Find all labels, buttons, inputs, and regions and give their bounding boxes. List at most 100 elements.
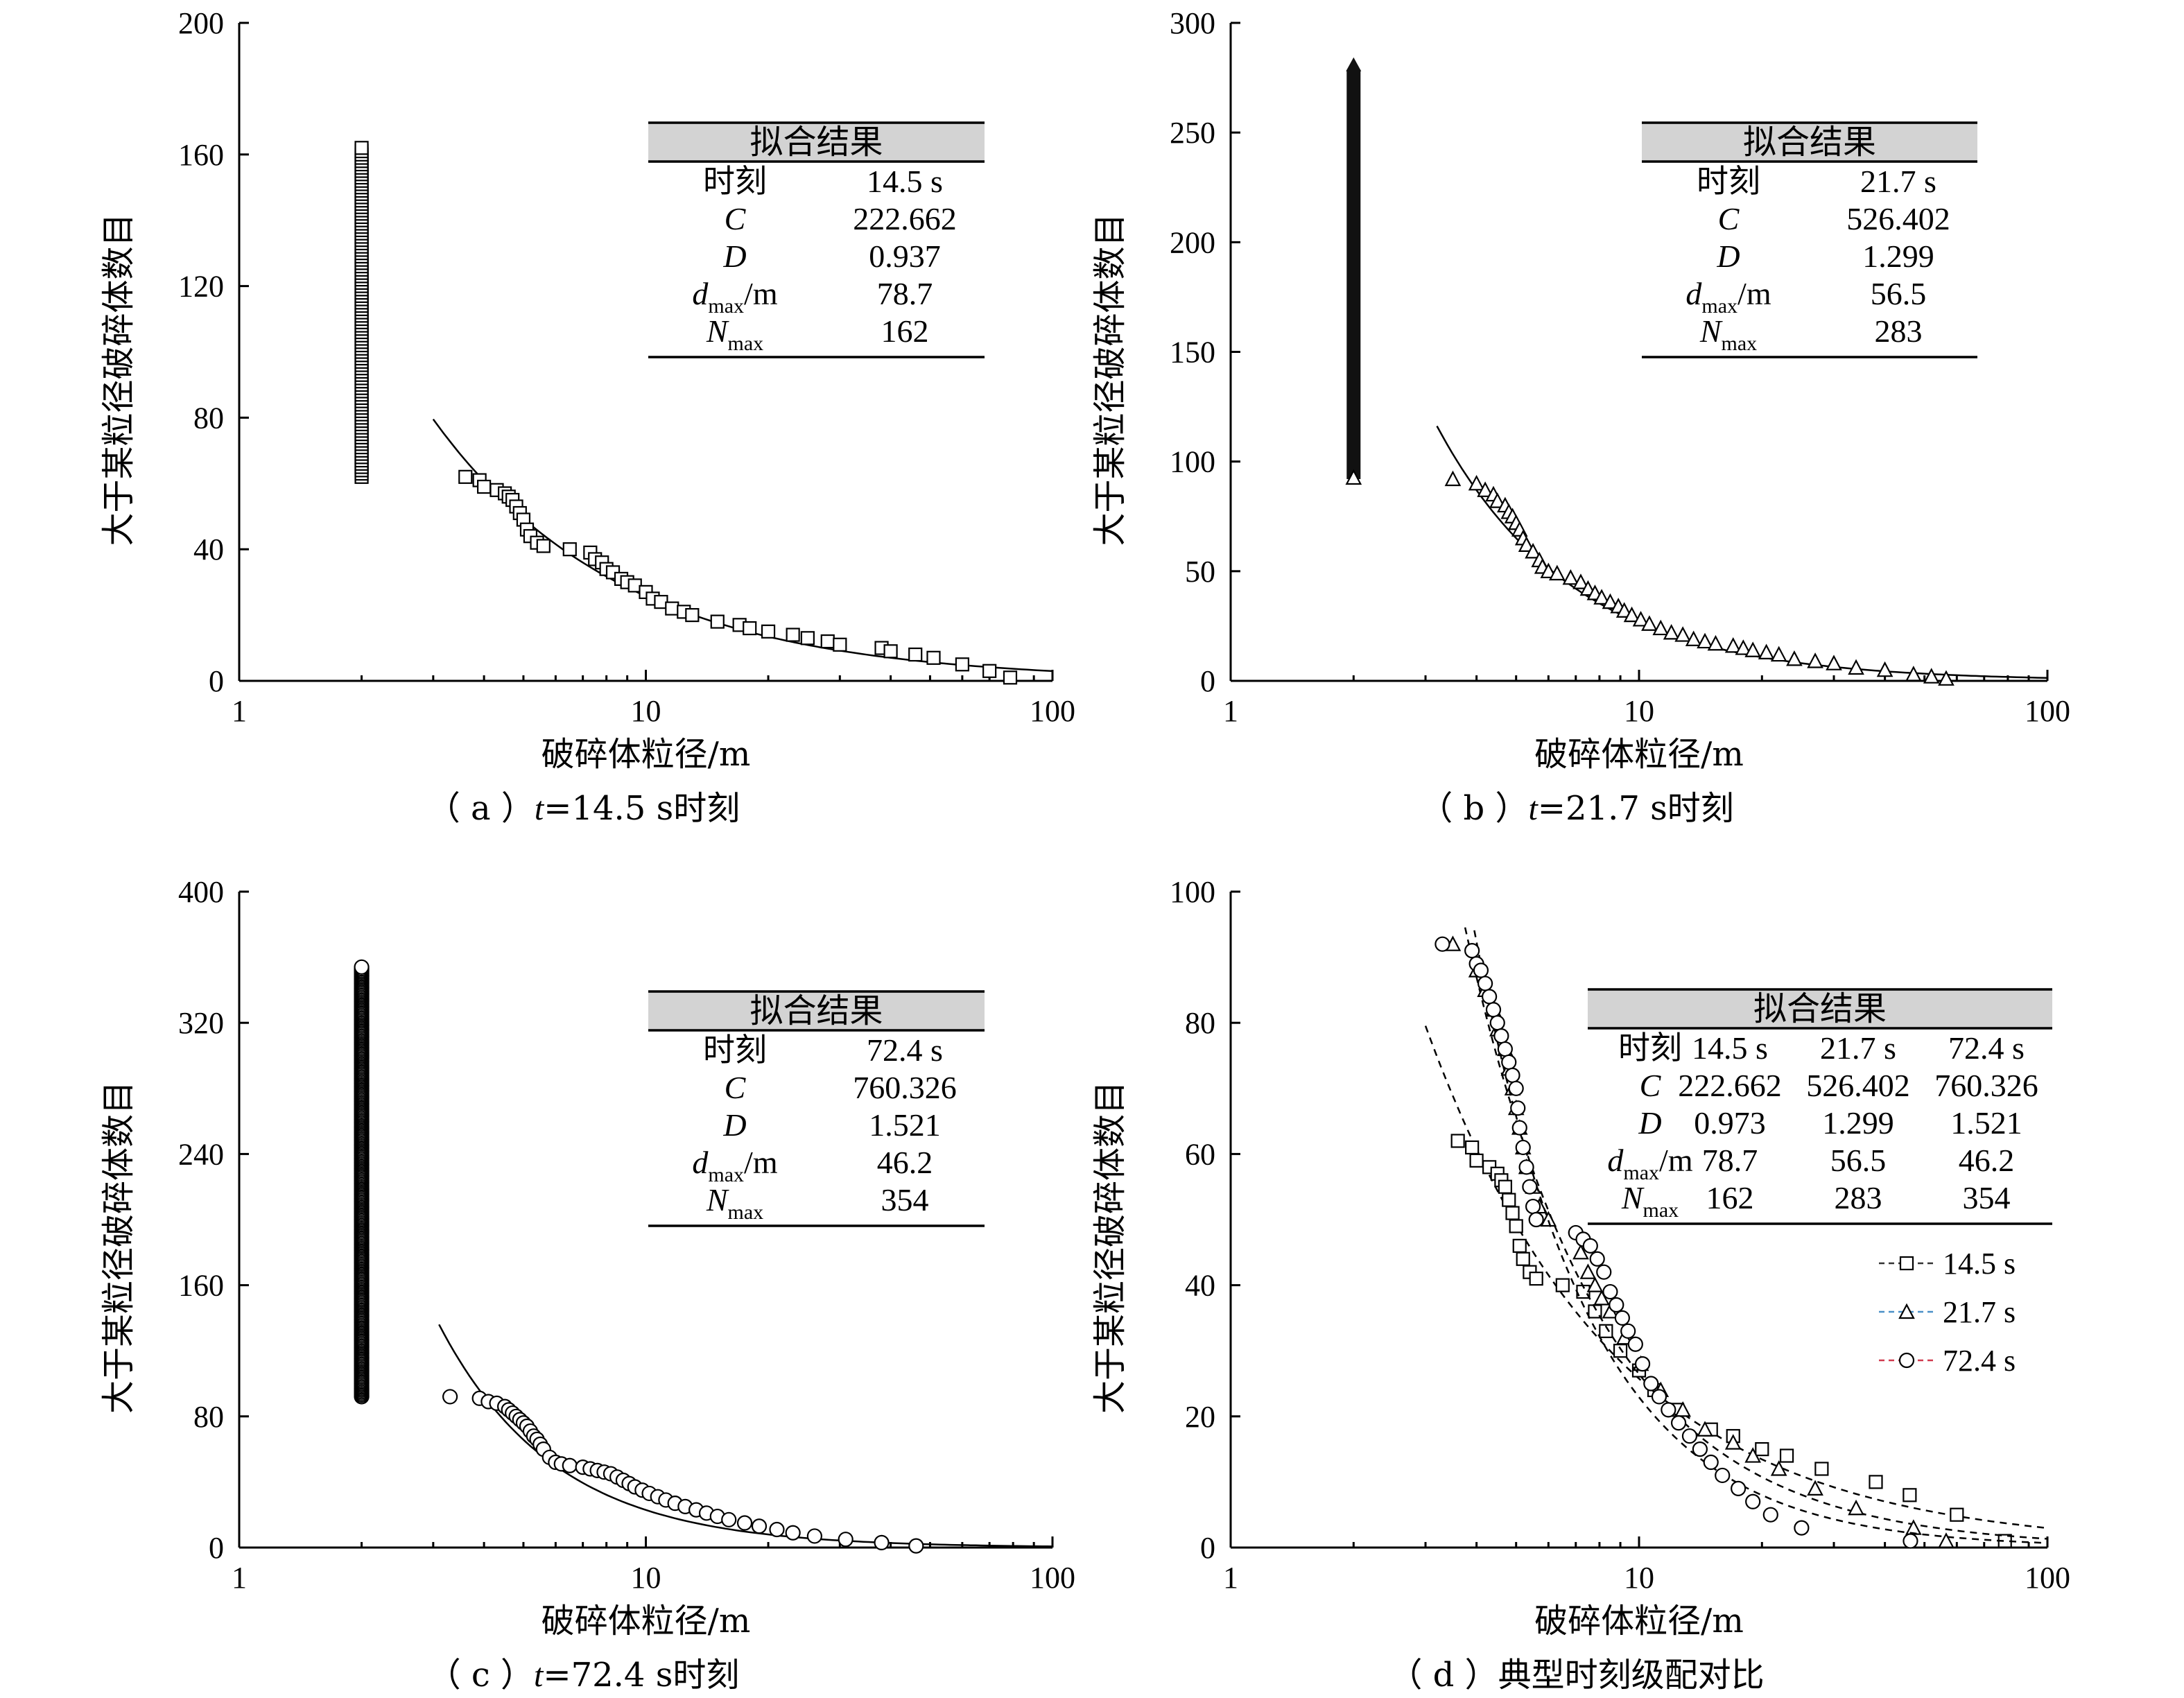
table-row-label: C [1718, 201, 1740, 236]
x-tick-label: 10 [1624, 1561, 1654, 1595]
data-point-triangle [1938, 1532, 1955, 1548]
data-point-square [761, 624, 776, 639]
x-axis-title: 破碎体粒径/m [1534, 1602, 1744, 1640]
table-row-value: 72.4 s [1948, 1030, 2025, 1066]
table-row-value: 760.326 [1934, 1068, 2038, 1103]
data-point-triangle [1876, 661, 1893, 677]
table-row-label-main: N [706, 1182, 729, 1218]
x-tick-label: 10 [631, 694, 661, 728]
table-row-label-main: C [725, 1070, 747, 1105]
table-row-value: 46.2 [877, 1145, 933, 1180]
data-point-square [1502, 1193, 1516, 1207]
table-header-bg [1588, 989, 2052, 1028]
data-point-circle [562, 1457, 578, 1473]
data-point-circle [769, 1521, 785, 1538]
data-point-circle [1485, 1002, 1502, 1018]
caption-text: =14.5 s时刻 [544, 789, 740, 828]
data-point-circle [1661, 1402, 1676, 1418]
data-point-circle [1482, 989, 1498, 1005]
data-point-square [820, 634, 835, 649]
table-row-label: Nmax [706, 1182, 763, 1224]
data-point-triangle [1724, 1434, 1742, 1450]
x-axis-title: 破碎体粒径/m [541, 735, 751, 774]
legend-marker [1898, 1303, 1915, 1319]
caption-label: （ a ） [427, 789, 535, 828]
data-point-square [908, 647, 923, 662]
data-point-circle [1692, 1441, 1708, 1457]
data-point-triangle [1632, 611, 1649, 627]
y-tick-label: 0 [209, 1531, 224, 1565]
data-point-triangle [1938, 670, 1955, 686]
data-point-circle [736, 1515, 753, 1531]
table-row-label-main: N [706, 313, 729, 349]
data-point-circle [1515, 1139, 1531, 1156]
data-point-circle [1634, 1356, 1651, 1372]
y-tick-label: 150 [1170, 336, 1215, 370]
table-row-value: 283 [1835, 1180, 1882, 1215]
x-tick-label: 1 [232, 694, 247, 728]
caption-text: =72.4 s时刻 [543, 1656, 739, 1695]
y-tick-label: 100 [1170, 875, 1215, 909]
table-row-label-main: d [1607, 1143, 1624, 1178]
caption-var: t [1528, 790, 1539, 827]
table-row-label-main: D [1638, 1105, 1661, 1141]
table-row-label: 时刻 [1618, 1030, 1682, 1066]
table-row-value: 354 [1963, 1180, 2011, 1215]
table-row-label-main: D [722, 239, 746, 274]
data-point-square [833, 637, 847, 652]
data-point-triangle [1685, 630, 1702, 646]
y-tick-label: 20 [1185, 1400, 1215, 1434]
table-row-label: 时刻 [703, 164, 767, 199]
caption-text: 典型时刻级配对比 [1498, 1656, 1765, 1695]
data-point-triangle [1641, 615, 1658, 631]
data-point-circle [354, 959, 370, 975]
legend-marker [1899, 1256, 1914, 1271]
table-row-value: 78.7 [1702, 1143, 1758, 1178]
data-point-triangle [1548, 564, 1566, 581]
y-axis-title: 大于某粒径破碎体数目 [99, 213, 138, 546]
data-point-triangle [1652, 619, 1670, 636]
table-row-label: D [1638, 1105, 1661, 1141]
table-row-value: 21.7 s [1860, 164, 1936, 199]
y-tick-label: 40 [1185, 1269, 1215, 1303]
data-point-square [665, 601, 679, 616]
y-tick-label: 0 [209, 664, 224, 698]
table-row-value: 1.521 [869, 1107, 941, 1143]
data-point-circle [1596, 1264, 1612, 1280]
table-row-label-sub: max [1701, 295, 1737, 318]
data-point-square [458, 469, 473, 484]
data-point-circle [1493, 1028, 1509, 1044]
x-tick-label: 100 [2025, 1561, 2070, 1595]
data-point-square [1003, 670, 1018, 685]
data-point-square [1498, 1179, 1512, 1194]
table-row-label: 时刻 [1697, 164, 1760, 199]
panel-caption: （ c ）t=72.4 s时刻 [428, 1656, 740, 1695]
y-tick-label: 100 [1170, 445, 1215, 479]
data-point-square [536, 539, 551, 553]
table-row-value: 222.662 [1678, 1068, 1782, 1103]
table-row-label-suffix: /m [1737, 276, 1771, 311]
x-tick-label: 100 [1030, 1561, 1075, 1595]
table-row-label-sub: max [728, 332, 764, 355]
data-point-square [1469, 1153, 1484, 1168]
data-point-circle [1518, 1159, 1534, 1175]
data-point-triangle [1905, 666, 1922, 682]
data-point-triangle [1540, 1211, 1557, 1227]
data-point-circle [1762, 1507, 1778, 1523]
table-row-label-main: C [1718, 201, 1740, 236]
legend-marker [1898, 1352, 1915, 1369]
table-row-label: dmax/m [1685, 276, 1771, 318]
table-row-label: dmax/m [692, 1145, 777, 1186]
data-point-circle [1589, 1251, 1605, 1267]
data-point-triangle [1744, 641, 1762, 657]
y-tick-label: 60 [1185, 1137, 1215, 1171]
x-tick-label: 10 [631, 1561, 661, 1595]
data-point-circle [1670, 1415, 1687, 1431]
data-point-square [1814, 1462, 1829, 1476]
panel-b: 0 50 100 150 200 250 300 1 10 100 破碎体粒径/m 大于某粒径破碎体数… [1091, 6, 2070, 828]
table-row-value: 14.5 s [1692, 1030, 1768, 1066]
data-point-triangle [1807, 652, 1823, 668]
panel-caption: （ a ）t=14.5 s时刻 [427, 789, 740, 828]
